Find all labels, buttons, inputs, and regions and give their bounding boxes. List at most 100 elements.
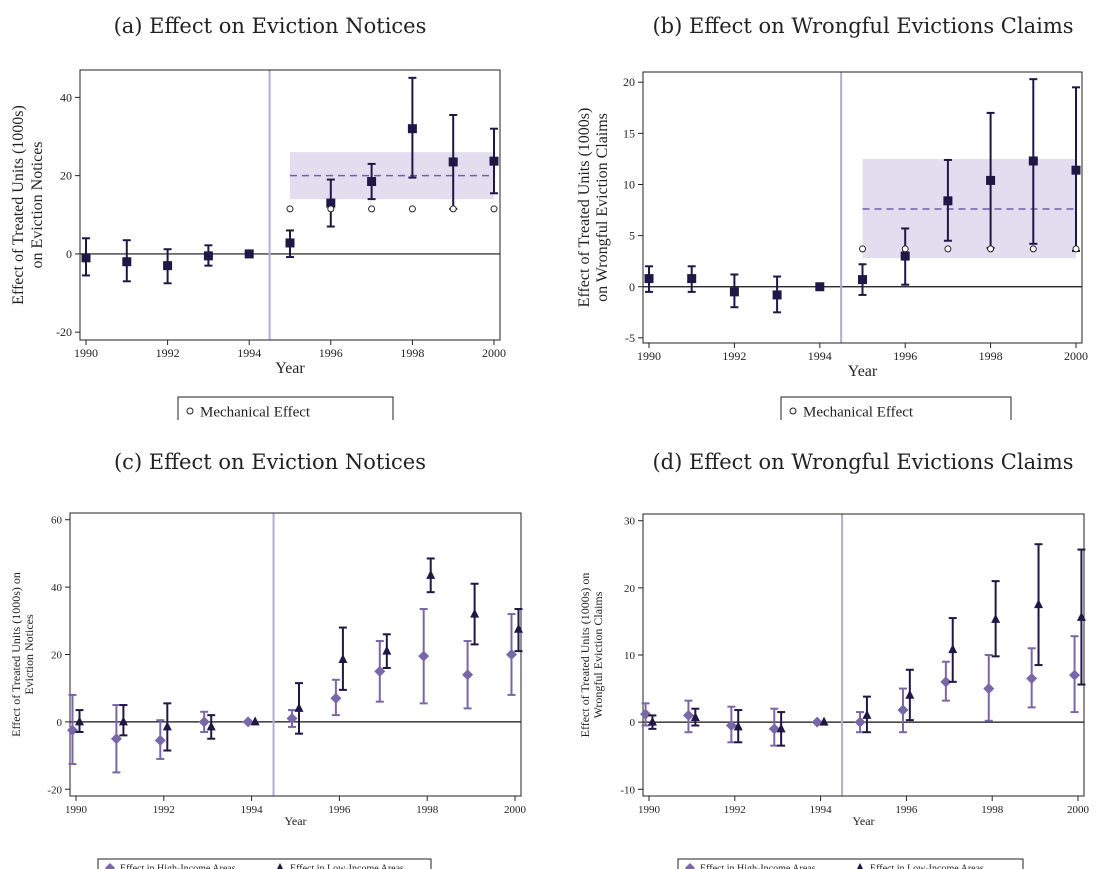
legend-marker [186,407,194,415]
data-point [244,249,254,259]
data-point [1071,165,1081,175]
data-point [862,709,872,719]
x-tick-label: 1996 [319,346,343,360]
x-tick-label: 1992 [722,349,746,363]
y-axis-label: on Wrongful Eviction Claims [594,113,611,302]
y-axis-label: on Eviction Notices [29,141,46,268]
data-point [462,669,474,681]
y-tick-label: 20 [623,75,635,89]
chart-title-d: (d) Effect on Wrongful Evictions Claims [652,450,1074,474]
data-point [776,723,786,733]
x-tick-label: 1994 [808,349,832,363]
legend-label: Mechanical Effect [200,404,311,420]
plot-frame [69,512,522,797]
plot-frame [79,69,501,341]
y-tick-label: 40 [60,90,72,104]
data-point [940,676,952,688]
x-axis-label: Year [848,363,878,380]
x-tick-label: 1996 [895,804,918,816]
data-point [943,196,953,206]
y-tick-label: 40 [51,582,63,594]
confidence-band [862,158,1076,259]
legend-label: Effect in Low-Income Areas [870,864,984,869]
x-tick-label: 2000 [504,804,527,816]
legend-marker [857,863,863,869]
data-point [690,711,700,721]
data-point [640,708,652,720]
x-tick-label: 1990 [637,349,661,363]
x-tick-label: 1996 [328,804,351,816]
legend-marker [789,407,797,415]
y-axis-label: Effect of Treated Units (1000s) [10,105,27,305]
data-point [815,282,825,292]
x-tick-label: 1994 [810,804,833,816]
data-point [448,157,458,167]
y-tick-label: 60 [51,515,63,527]
legend-label: Effect in Low-Income Areas [290,864,404,869]
data-point [374,665,386,677]
data-point [733,721,743,731]
data-point [490,205,498,213]
data-point [326,198,336,208]
legend-label: Mechanical Effect [803,404,914,420]
plot-frame [642,513,1085,797]
data-point [66,724,78,736]
data-point [198,716,210,728]
data-point [294,702,304,712]
data-point [154,734,166,746]
data-point [991,613,1001,623]
chart-a: -20 0 20 40 1990 1992 1994 1996 1998 2000 Year Effe… [10,69,506,420]
y-tick-label: 0 [57,717,63,729]
data-point [897,704,909,716]
x-tick-label: 1996 [893,349,917,363]
data-point [644,274,654,284]
data-point [647,716,657,726]
legend-marker [105,863,115,869]
data-point [811,716,823,728]
data-point [449,205,457,213]
y-tick-label: 0 [66,247,72,261]
x-tick-label: 1992 [156,346,180,360]
y-axis-label: Wrongful Eviction Claims [591,591,605,718]
data-point [418,650,430,662]
data-point [1028,156,1038,166]
data-point [203,251,213,261]
chart-title-a: (a) Effect on Eviction Notices [113,14,427,38]
data-point [1076,611,1086,621]
data-point [368,205,376,213]
y-tick-label: -5 [625,331,635,345]
data-point [81,253,91,263]
y-tick-label: -20 [47,784,62,796]
x-axis-label: Year [284,814,306,828]
data-point [687,274,697,284]
data-point [987,245,995,253]
legend-label: Effect in High-Income Areas [120,864,236,869]
data-point [489,156,499,166]
data-point [110,733,122,745]
data-point [407,124,417,134]
data-point [206,721,216,731]
data-point [338,654,348,664]
data-point [330,692,342,704]
y-tick-label: 10 [624,650,636,662]
y-tick-label: -10 [620,784,635,796]
data-point [768,723,780,735]
data-point [729,287,739,297]
data-point [286,713,298,725]
chart-d: -10 0 10 20 30 1990 1992 1994 1996 1998 2000 Year Ef… [578,513,1090,869]
y-axis-label: Effect of Treated Units (1000s) [576,108,593,308]
y-tick-label: 15 [623,126,635,140]
data-point [162,721,172,731]
legend-label: Effect in High-Income Areas [700,864,816,869]
data-point [382,645,392,655]
data-point [75,716,85,726]
data-point [682,709,694,721]
y-tick-label: 0 [630,717,636,729]
y-axis-label: Eviction Notices [22,614,36,695]
plot-frame [642,71,1083,344]
data-point [286,205,294,213]
x-tick-label: 1992 [153,804,175,816]
data-point [426,569,436,579]
data-point [122,257,132,267]
data-point [944,245,952,253]
